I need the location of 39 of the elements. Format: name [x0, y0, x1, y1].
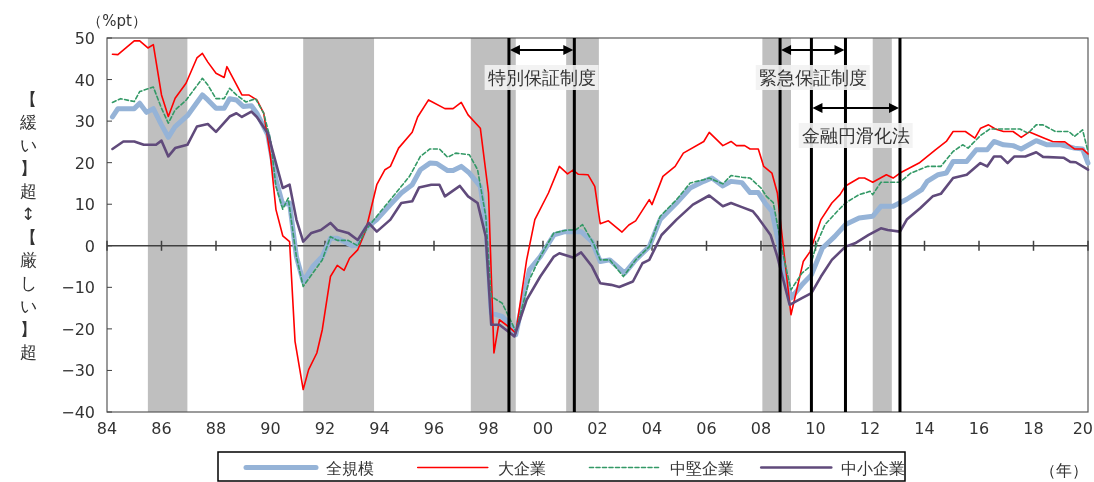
x-tick-label: 20: [1072, 419, 1093, 438]
x-tick-label: 86: [151, 419, 172, 438]
x-tick-label: 18: [1023, 419, 1044, 438]
x-tick-label: 04: [641, 419, 663, 438]
x-tick-label: 00: [532, 419, 554, 438]
x-tick-label: 14: [914, 419, 935, 438]
x-tick-label: 98: [478, 419, 499, 438]
y-tick-label: −30: [61, 361, 95, 381]
x-tick-label: 08: [750, 419, 772, 438]
ref-line-label: 特別保証制度: [487, 67, 596, 88]
y-tick-label: −20: [61, 319, 95, 339]
y-tick-label: 40: [74, 70, 95, 90]
legend-label: 中小企業: [841, 458, 906, 478]
y-tick-label: 20: [74, 153, 95, 173]
x-tick-label: 10: [805, 419, 826, 438]
text: （%pt）: [87, 12, 147, 30]
y-tick-label: 30: [74, 112, 95, 132]
legend-label: 全規模: [326, 458, 374, 478]
ref-line-label: 金融円滑化法: [801, 125, 910, 146]
y-tick-label: −10: [61, 278, 95, 298]
legend-label: 大企業: [497, 458, 546, 478]
x-tick-label: 02: [587, 419, 608, 438]
ref-line-label: 緊急保証制度: [758, 67, 867, 88]
x-tick-label: 88: [205, 419, 227, 438]
y-tick-label: 50: [74, 29, 95, 48]
x-tick-label: 16: [968, 419, 990, 438]
x-axis-title: （年）: [1040, 461, 1088, 480]
y-axis-title: 【緩い】超↕【厳しい】超: [19, 88, 37, 362]
legend-label: 中堅企業: [669, 458, 734, 478]
x-tick-label: 12: [859, 419, 881, 438]
y-tick-label: −40: [61, 403, 95, 422]
x-tick-label: 94: [369, 419, 390, 438]
x-tick-label: 92: [314, 419, 336, 438]
y-tick-label: 10: [74, 195, 95, 215]
x-tick-label: 84: [96, 419, 118, 438]
x-tick-label: 06: [696, 419, 717, 438]
y-tick-label: 0: [84, 236, 95, 256]
x-tick-label: 96: [423, 419, 445, 438]
x-tick-label: 90: [260, 419, 281, 438]
